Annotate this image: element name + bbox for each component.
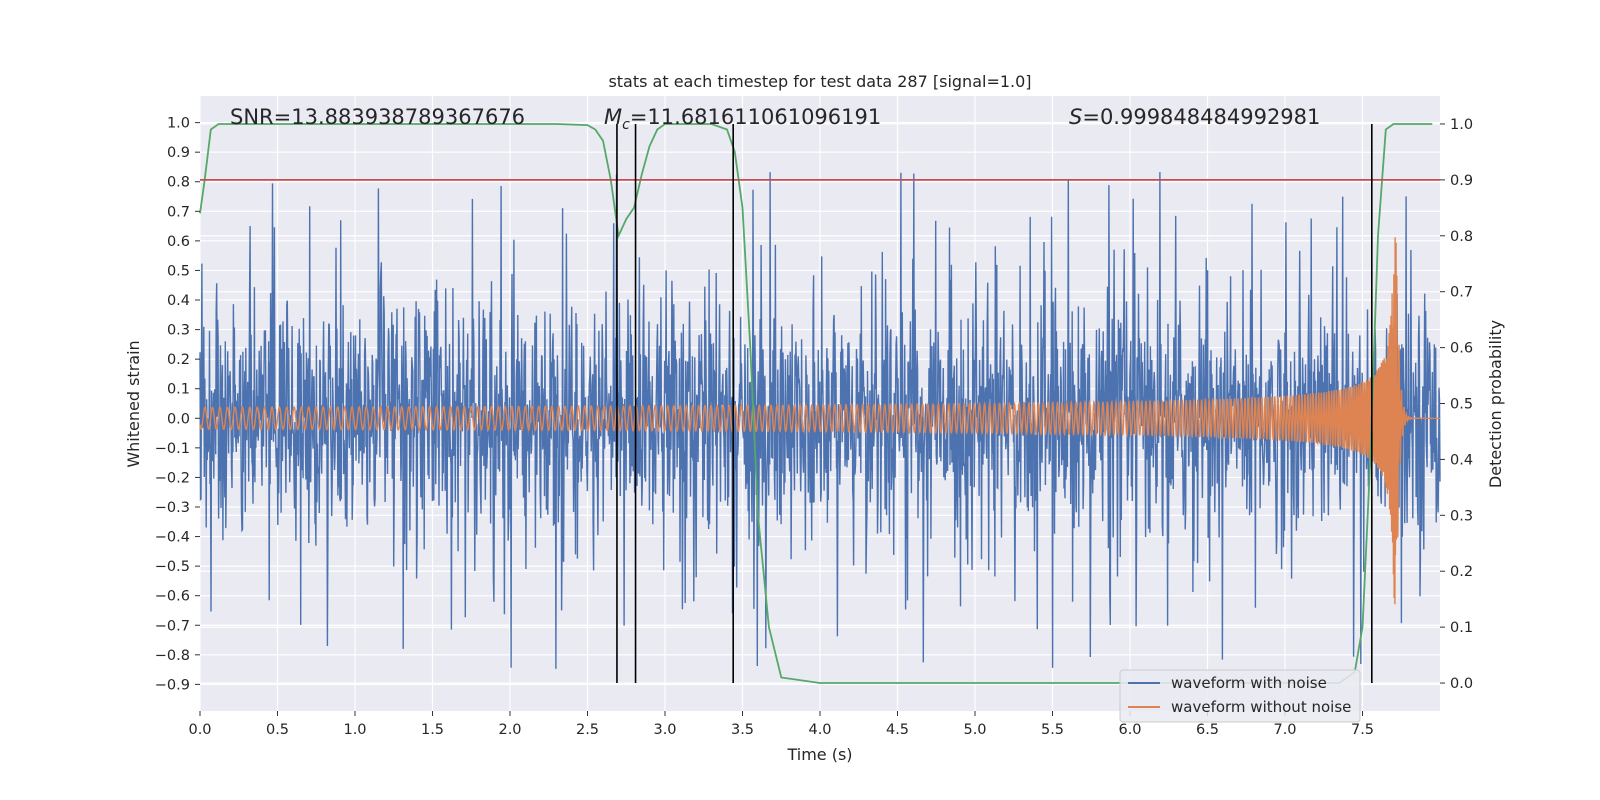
- series-waveform-with-noise: [199, 172, 1441, 669]
- left-axis-label: Whitened strain: [124, 340, 143, 467]
- x-tick-label: 6.5: [1196, 722, 1219, 738]
- right-tick-label: 0.7: [1450, 285, 1473, 301]
- left-tick-label: −0.2: [155, 470, 190, 486]
- x-tick-label: 2.5: [576, 722, 599, 738]
- legend: waveform with noise waveform without noi…: [1119, 669, 1361, 723]
- significance-annotation: S=0.999848484992981: [1069, 105, 1320, 129]
- left-tick-label: −0.1: [155, 441, 190, 457]
- x-axis-ticks: 0.0 0.5 1.0 1.5 2.0 2.5 3.0 3.5 4.0 4.5 5.0 5.5 6.0 6…: [188, 711, 1374, 738]
- x-tick-label: 7.5: [1351, 722, 1374, 738]
- snr-annotation: SNR=13.883938789367676: [230, 105, 525, 129]
- right-axis-ticks: 1.0 0.9 0.8 0.7 0.6 0.5 0.4 0.3 0.2 0.1 0.0: [1440, 117, 1473, 692]
- left-tick-label: 0.1: [167, 382, 190, 398]
- left-tick-label: 0.7: [167, 204, 190, 220]
- x-tick-label: 1.0: [343, 722, 366, 738]
- left-tick-label: 0.8: [167, 175, 190, 191]
- left-tick-label: −0.8: [155, 648, 190, 664]
- left-tick-label: −0.5: [155, 559, 190, 575]
- left-tick-label: 1.0: [167, 116, 190, 132]
- legend-label-noisy: waveform with noise: [1171, 674, 1327, 692]
- right-tick-label: 0.0: [1450, 676, 1473, 692]
- x-tick-label: 4.0: [808, 722, 831, 738]
- x-tick-label: 5.0: [963, 722, 986, 738]
- x-tick-label: 7.0: [1273, 722, 1296, 738]
- left-tick-label: 0.5: [167, 263, 190, 279]
- right-axis-label: Detection probability: [1486, 320, 1505, 488]
- right-tick-label: 0.6: [1450, 341, 1473, 357]
- chirp-mass-annotation: Mc=11.681611061096191: [604, 105, 881, 133]
- x-tick-label: 4.5: [886, 722, 909, 738]
- chirp-mass-value: =11.681611061096191: [630, 105, 881, 129]
- left-tick-label: 0.3: [167, 323, 190, 339]
- left-tick-label: −0.6: [155, 589, 190, 605]
- chart-title: stats at each timestep for test data 287…: [608, 72, 1031, 91]
- right-tick-label: 0.3: [1450, 508, 1473, 524]
- legend-box: [1119, 669, 1361, 723]
- x-tick-label: 6.0: [1118, 722, 1141, 738]
- right-tick-label: 0.1: [1450, 620, 1473, 636]
- right-tick-label: 0.9: [1450, 173, 1473, 189]
- vertical-markers: [616, 123, 1373, 684]
- right-tick-label: 0.5: [1450, 397, 1473, 413]
- left-tick-label: −0.7: [155, 618, 190, 634]
- right-tick-label: 0.4: [1450, 452, 1473, 468]
- x-tick-label: 5.5: [1041, 722, 1064, 738]
- legend-label-clean: waveform without noise: [1171, 698, 1351, 716]
- noisy-waveform-line: [199, 172, 1441, 669]
- x-tick-label: 3.5: [731, 722, 754, 738]
- right-tick-label: 1.0: [1450, 117, 1473, 133]
- significance-value: =0.999848484992981: [1082, 105, 1320, 129]
- x-tick-label: 2.0: [498, 722, 521, 738]
- right-tick-label: 0.2: [1450, 564, 1473, 580]
- left-tick-label: 0.9: [167, 145, 190, 161]
- x-tick-label: 0.5: [266, 722, 289, 738]
- left-tick-label: 0.6: [167, 234, 190, 250]
- left-tick-label: 0.0: [167, 411, 190, 427]
- left-tick-label: 0.4: [167, 293, 190, 309]
- x-tick-label: 3.0: [653, 722, 676, 738]
- x-tick-label: 1.5: [421, 722, 444, 738]
- x-tick-label: 0.0: [188, 722, 211, 738]
- left-tick-label: −0.3: [155, 500, 190, 516]
- chirp-mass-symbol: M: [604, 105, 622, 129]
- x-axis-label: Time (s): [786, 745, 852, 764]
- left-tick-label: −0.4: [155, 530, 190, 546]
- left-tick-label: 0.2: [167, 352, 190, 368]
- significance-symbol: S: [1069, 105, 1082, 129]
- left-axis-ticks: 1.0 0.9 0.8 0.7 0.6 0.5 0.4 0.3 0.2 0.1 0.0 −0.1 −0.…: [155, 116, 200, 693]
- chirp-mass-subscript: c: [622, 117, 630, 133]
- series-waveform-without-noise: [199, 237, 1440, 605]
- right-tick-label: 0.8: [1450, 229, 1473, 245]
- left-tick-label: −0.9: [155, 677, 190, 693]
- clean-waveform-line: [199, 237, 1440, 605]
